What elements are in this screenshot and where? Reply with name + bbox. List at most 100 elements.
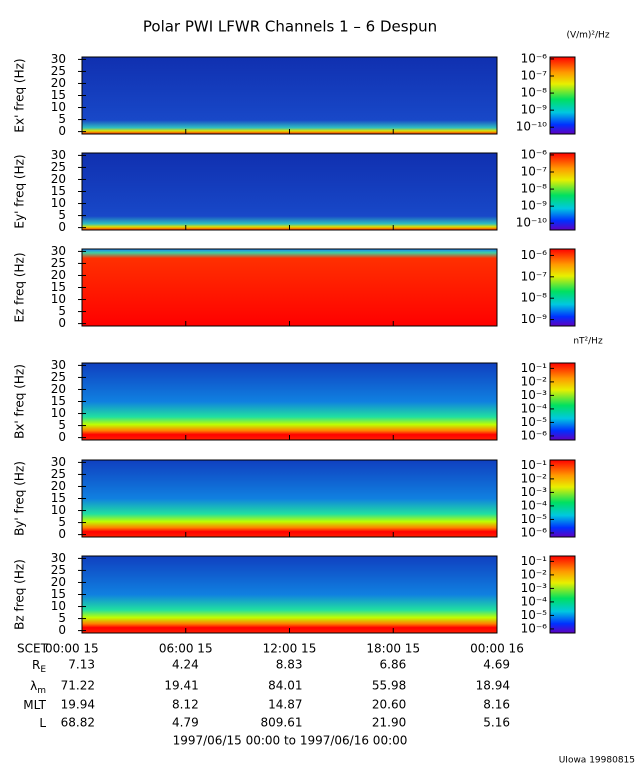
y-tick-label: 30 — [51, 551, 66, 565]
colorbar-tick-label: 10⁻⁴ — [521, 498, 548, 512]
row-label-sub: E — [40, 665, 46, 675]
y-tick-label: 30 — [51, 358, 66, 372]
colorbar-tick-label: 10⁻⁸ — [521, 86, 548, 100]
spectrogram — [82, 363, 497, 440]
colorbar-tick-label: 10⁻⁵ — [521, 608, 548, 622]
colorbar-tick-label: 10⁻⁹ — [521, 199, 548, 213]
colorbar-tick-label: 10⁻⁸ — [521, 182, 548, 196]
colorbar-tick-label: 10⁻³ — [521, 388, 548, 402]
table-value: 55.98 — [372, 679, 406, 693]
table-value: 8.12 — [172, 698, 199, 712]
y-tick-label: 30 — [51, 455, 66, 469]
y-axis-label: Ex' freq (Hz) — [13, 58, 27, 132]
time-range: 1997/06/15 00:00 to 1997/06/16 00:00 — [173, 734, 408, 748]
colorbar-tick-label: 10⁻¹ — [521, 458, 548, 472]
table-value: 20.60 — [372, 698, 406, 712]
table-value: 68.82 — [61, 716, 95, 730]
table-value: 5.16 — [483, 716, 510, 730]
y-tick-label: 30 — [51, 244, 66, 258]
table-value: 71.22 — [61, 679, 95, 693]
y-tick-label: 5 — [58, 112, 66, 126]
table-value: 8.83 — [276, 658, 303, 672]
row-label-sub: m — [37, 686, 46, 696]
colorbar-tick-label: 10⁻² — [521, 374, 548, 388]
y-tick-label: 0 — [58, 527, 66, 541]
y-tick-label: 0 — [58, 124, 66, 138]
spectrogram — [82, 249, 497, 326]
y-axis-label: Ez freq (Hz) — [13, 252, 27, 322]
row-label: L — [39, 716, 46, 730]
colorbar — [549, 459, 576, 538]
table-value: 14.87 — [268, 698, 302, 712]
colorbar — [549, 555, 576, 634]
spectrogram — [82, 57, 497, 134]
spectrogram — [82, 556, 497, 633]
y-axis-label: Bz freq (Hz) — [13, 559, 27, 630]
colorbar-tick-label: 10⁻¹ — [521, 361, 548, 375]
spectrogram — [82, 460, 497, 537]
colorbar-tick-label: 10⁻⁶ — [521, 248, 548, 262]
y-tick-label: 0 — [58, 316, 66, 330]
y-tick-label: 20 — [51, 268, 66, 282]
table-value: 21.90 — [372, 716, 406, 730]
y-axis-label: By' freq (Hz) — [13, 461, 27, 536]
row-label: λm — [30, 679, 46, 696]
colorbar — [549, 248, 576, 327]
x-tick-label: 12:00 15 — [263, 642, 317, 656]
y-tick-label: 10 — [51, 599, 66, 613]
y-tick-label: 20 — [51, 575, 66, 589]
y-tick-label: 10 — [51, 292, 66, 306]
y-tick-label: 15 — [51, 587, 66, 601]
colorbar-tick-label: 10⁻³ — [521, 485, 548, 499]
row-label-main: L — [39, 716, 46, 730]
colorbar-tick-label: 10⁻⁶ — [521, 525, 548, 539]
colorbar-tick-label: 10⁻⁶ — [521, 621, 548, 635]
y-tick-label: 15 — [51, 184, 66, 198]
colorbar-unit: nT²/Hz — [573, 337, 603, 347]
colorbar-tick-label: 10⁻⁹ — [521, 312, 548, 326]
table-value: 6.86 — [380, 658, 407, 672]
colorbar — [549, 152, 576, 231]
colorbar-tick-label: 10⁻¹ — [521, 554, 548, 568]
y-tick-label: 25 — [51, 467, 66, 481]
colorbar-tick-label: 10⁻⁵ — [521, 415, 548, 429]
colorbar-tick-label: 10⁻³ — [521, 581, 548, 595]
colorbar-tick-label: 10⁻⁶ — [521, 51, 548, 65]
colorbar-tick-label: 10⁻⁵ — [521, 512, 548, 526]
x-tick-label: 00:00 16 — [470, 642, 524, 656]
table-value: 4.24 — [172, 658, 199, 672]
colorbar-tick-label: 10⁻⁴ — [521, 594, 548, 608]
y-tick-label: 10 — [51, 406, 66, 420]
y-tick-label: 20 — [51, 76, 66, 90]
colorbar-tick-label: 10⁻⁶ — [521, 147, 548, 161]
colorbar-tick-label: 10⁻⁷ — [521, 269, 548, 283]
table-value: 4.69 — [483, 658, 510, 672]
row-label: MLT — [23, 698, 46, 712]
x-tick-label: 06:00 15 — [159, 642, 213, 656]
row-label-main: λ — [30, 679, 37, 693]
y-tick-label: 5 — [58, 515, 66, 529]
table-value: 18.94 — [476, 679, 510, 693]
y-tick-label: 15 — [51, 280, 66, 294]
y-tick-label: 5 — [58, 418, 66, 432]
colorbar-tick-label: 10⁻⁷ — [521, 69, 548, 83]
y-tick-label: 25 — [51, 64, 66, 78]
y-tick-label: 0 — [58, 220, 66, 234]
title: Polar PWI LFWR Channels 1 – 6 Despun — [143, 18, 437, 36]
colorbar-tick-label: 10⁻⁸ — [521, 291, 548, 305]
table-value: 8.16 — [483, 698, 510, 712]
y-tick-label: 25 — [51, 370, 66, 384]
y-tick-label: 30 — [51, 52, 66, 66]
y-tick-label: 10 — [51, 196, 66, 210]
y-axis-label: Bx' freq (Hz) — [13, 364, 27, 439]
y-tick-label: 0 — [58, 623, 66, 637]
x-tick-label: 00:00 15 — [45, 642, 99, 656]
colorbar-tick-label: 10⁻⁹ — [521, 103, 548, 117]
colorbar-tick-label: 10⁻⁷ — [521, 165, 548, 179]
y-tick-label: 15 — [51, 88, 66, 102]
y-tick-label: 15 — [51, 491, 66, 505]
row-label-main: MLT — [23, 698, 46, 712]
table-value: 19.41 — [164, 679, 198, 693]
colorbar-tick-label: 10⁻² — [521, 471, 548, 485]
